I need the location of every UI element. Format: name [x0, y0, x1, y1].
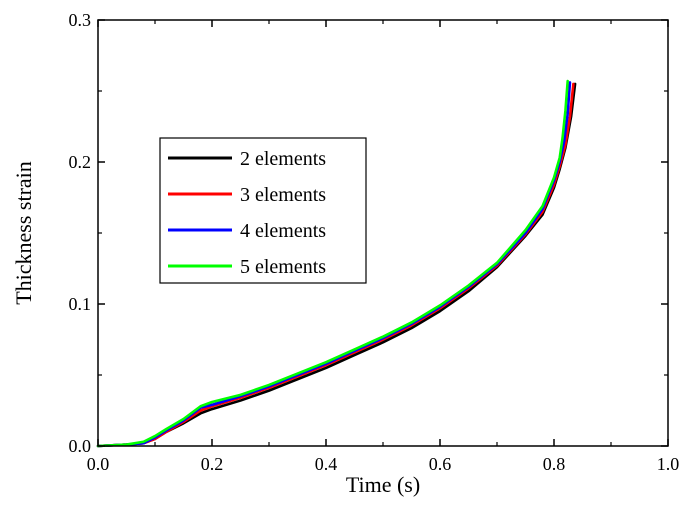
y-axis-title: Thickness strain: [11, 161, 36, 305]
legend-entry: 4 elements: [168, 220, 326, 242]
y-tick-label: 0.0: [69, 436, 92, 456]
legend-box: [159, 137, 367, 284]
legend: 2 elements 3 elements 4 elements 5 elements: [159, 137, 367, 284]
legend-label: 5 elements: [240, 256, 326, 278]
legend-entry: 5 elements: [168, 256, 326, 278]
axis-ticks: 0.0 0.2 0.4 0.6 0.8 1.0 0.0 0.1 0.2 0.3: [69, 10, 680, 474]
legend-entry: 2 elements: [168, 148, 326, 170]
x-tick-label: 0.8: [543, 454, 566, 474]
x-tick-label: 0.6: [429, 454, 452, 474]
x-tick-label: 0.2: [201, 454, 224, 474]
legend-entry: 3 elements: [168, 184, 326, 206]
x-tick-label: 0.0: [87, 454, 110, 474]
y-tick-label: 0.2: [69, 152, 92, 172]
y-tick-label: 0.3: [69, 10, 92, 30]
y-tick-label: 0.1: [69, 294, 92, 314]
legend-label: 4 elements: [240, 220, 326, 242]
x-axis-title: Time (s): [346, 472, 420, 497]
x-tick-label: 1.0: [657, 454, 680, 474]
legend-label: 3 elements: [240, 184, 326, 206]
legend-label: 2 elements: [240, 148, 326, 170]
series-line-5-elements: [96, 79, 569, 448]
series-lines: [96, 79, 577, 448]
x-tick-label: 0.4: [315, 454, 338, 474]
